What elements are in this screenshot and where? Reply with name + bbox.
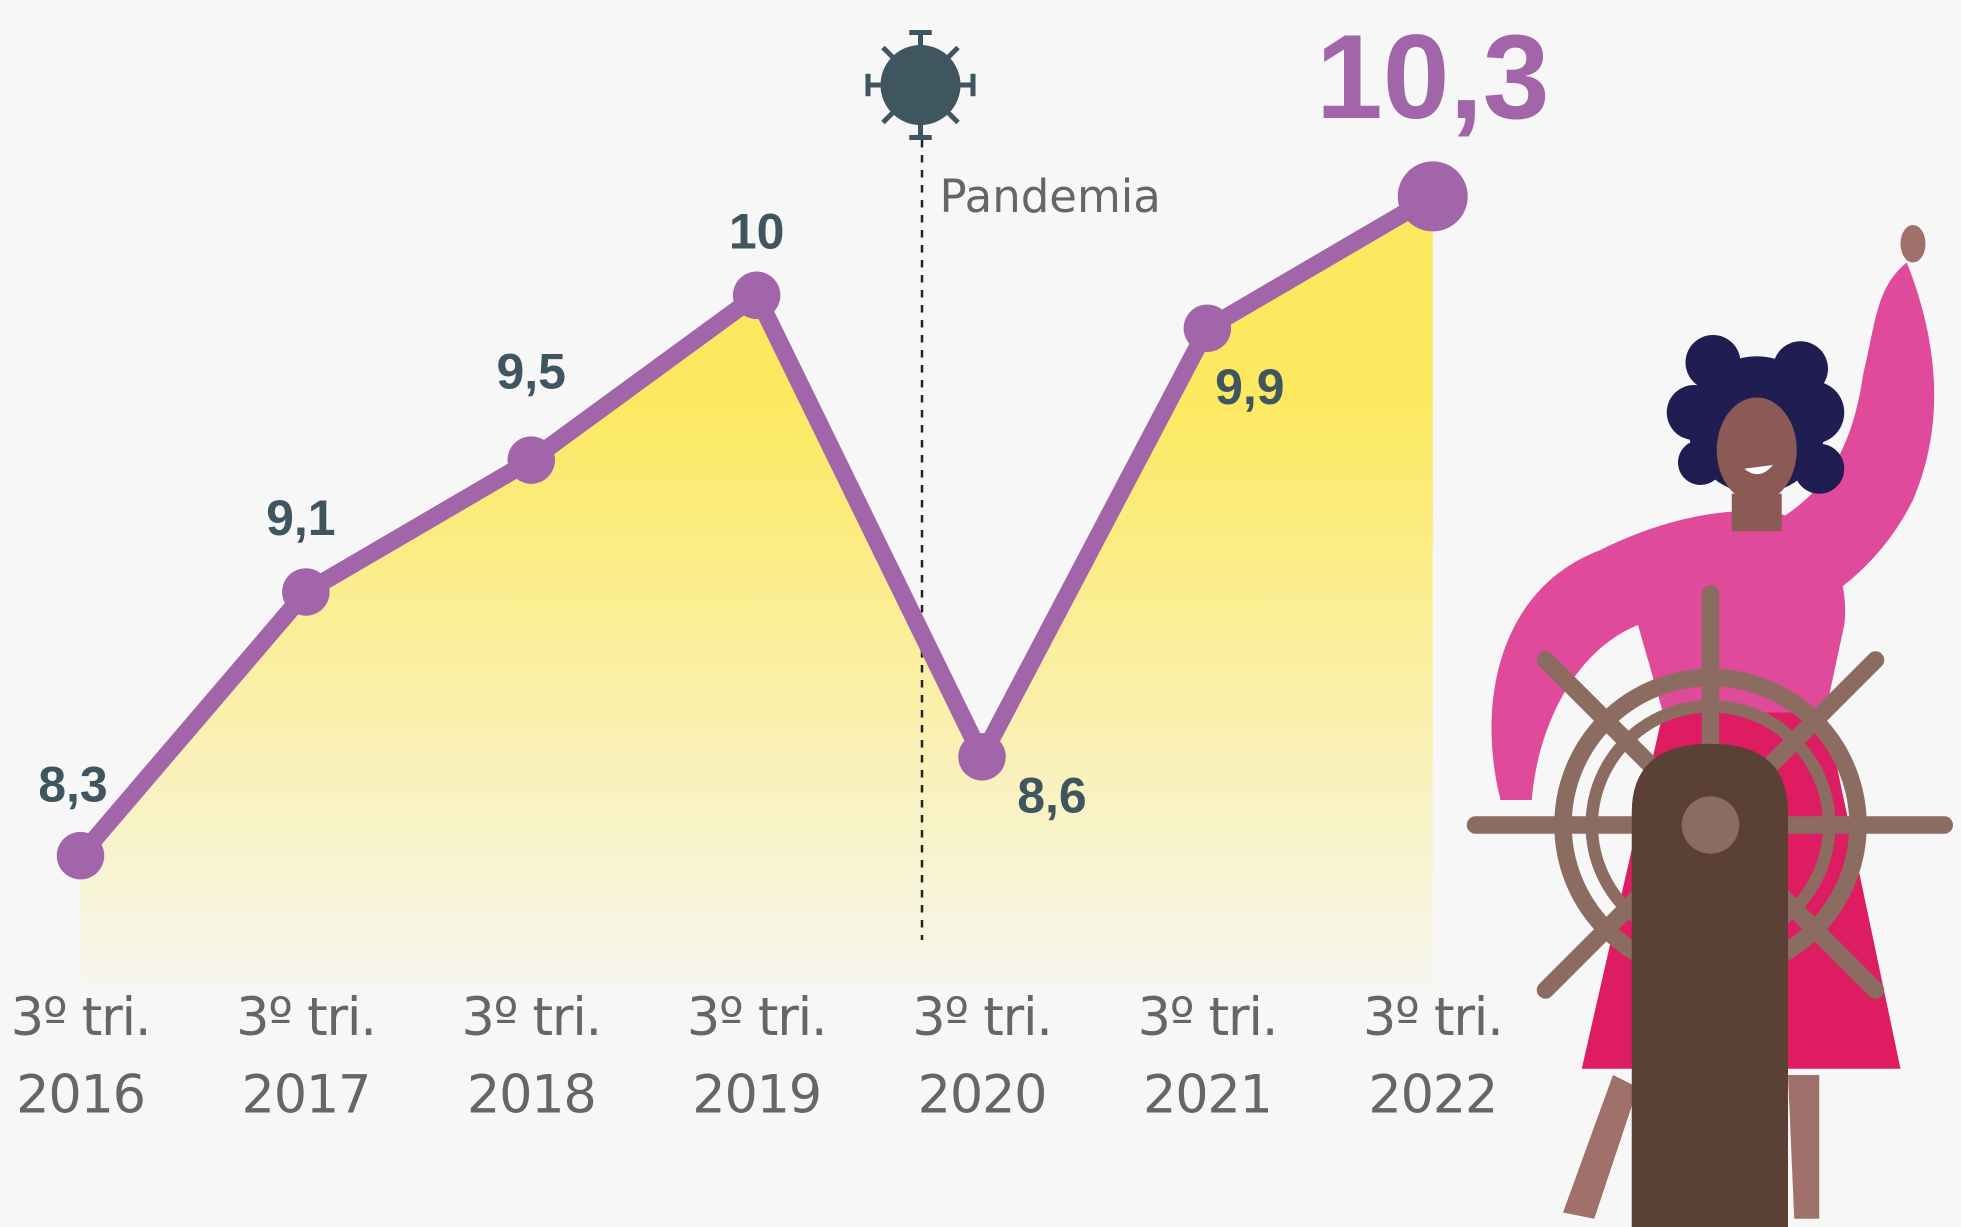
plot: Pandemia 8,3 3º tri. 2016 9,1 3º tri. 2017 9,… (0, 10, 1550, 1141)
point (57, 832, 105, 880)
x-tick-label-box: 3º tri. 2018 (419, 979, 644, 1142)
page: Pandemia 8,3 3º tri. 2016 9,1 3º tri. 2017 9,… (0, 0, 1961, 1227)
point (1398, 161, 1468, 231)
value-label: 9,9 (1215, 359, 1285, 415)
x-tick-label: 3º tri. 2016 (0, 979, 193, 1134)
x-tick-label-box: 3º tri. 2017 (193, 979, 418, 1142)
value-label: 10,3 (1316, 10, 1550, 144)
x-tick-label: 3º tri. 2020 (869, 979, 1094, 1134)
value-label: 9,1 (266, 490, 336, 546)
x-tick-label: 3º tri. 2022 (1320, 979, 1545, 1134)
point (958, 733, 1006, 781)
x-tick-label-box: 3º tri. 2016 (0, 979, 193, 1142)
annotation-text: Pandemia (940, 170, 1161, 223)
x-tick-label: 3º tri. 2018 (419, 979, 644, 1134)
chart: Pandemia 8,3 3º tri. 2016 9,1 3º tri. 2017 9,… (0, 0, 1961, 1227)
value-label: 8,3 (38, 756, 108, 812)
x-tick-label: 3º tri. 2019 (644, 979, 869, 1134)
point (282, 568, 329, 616)
point (508, 436, 556, 484)
x-tick-label: 3º tri. 2021 (1095, 979, 1320, 1134)
x-tick-label-box: 3º tri. 2022 (1320, 979, 1545, 1142)
x-tick-label-box: 3º tri. 2020 (869, 979, 1094, 1142)
point (733, 272, 781, 320)
x-tick-label-box: 3º tri. 2021 (1095, 979, 1320, 1142)
value-label: 9,5 (496, 343, 566, 399)
x-tick-label: 3º tri. 2017 (193, 979, 418, 1134)
value-label: 10 (729, 203, 785, 259)
point (1184, 304, 1232, 352)
illustration (1476, 225, 1945, 1227)
x-tick-label-box: 3º tri. 2019 (644, 979, 869, 1142)
value-label: 8,6 (1017, 767, 1087, 823)
virus-icon (868, 33, 973, 138)
